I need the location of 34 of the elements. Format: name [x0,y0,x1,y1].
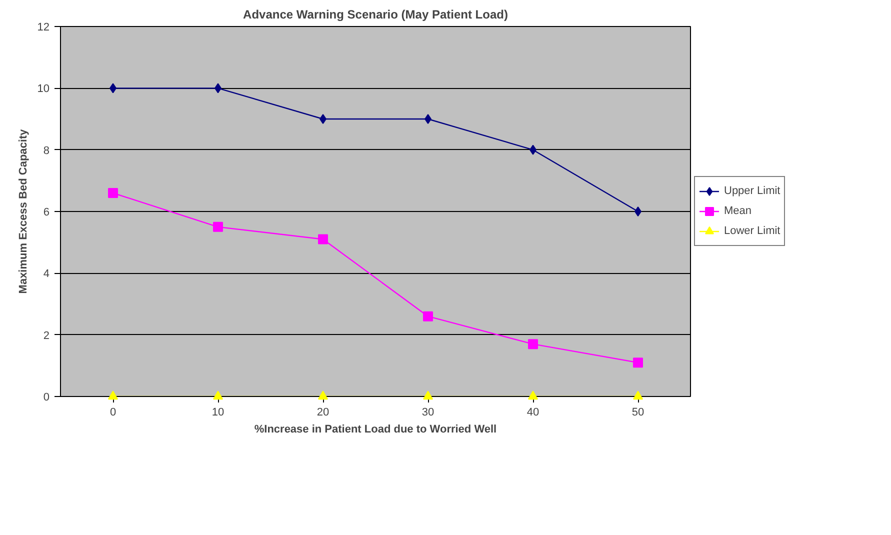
point [423,390,433,400]
point [320,114,326,124]
x-tick-label: 50 [632,406,644,418]
point [213,390,223,400]
point [633,390,643,400]
x-tick-label: 10 [212,406,224,418]
x-tick-label: 40 [526,406,540,418]
point [633,358,643,368]
point [424,114,432,124]
y-tick-label: 12 [37,22,50,34]
point [528,339,538,350]
y-tick-label: 2 [43,330,50,342]
x-tick-label: 30 [422,406,434,418]
point [528,390,538,400]
y-axis-title: Maximum Excess Bed Capacity [17,128,30,294]
y-tick-label: 8 [43,144,50,157]
x-tick-label: 20 [316,406,330,418]
legend-label: Mean [724,205,752,217]
point [108,390,118,400]
y-tick-label: 6 [43,206,50,218]
legend-label: Lower Limit [724,225,780,237]
point [318,234,328,244]
y-tick-label: 10 [37,83,50,96]
x-tick-label: 0 [110,406,116,418]
point [213,222,223,232]
x-axis-title: %Increase in Patient Load due to Worried Well [254,424,497,436]
y-tick-label: 4 [43,268,50,280]
point [108,188,118,198]
legend-label: Upper Limit [724,185,780,197]
point [634,206,642,216]
point [318,390,328,400]
point [423,311,433,322]
chart-title: Advance Warning Scenario (May Patient Load) [243,8,508,22]
y-tick-label: 0 [43,392,50,404]
